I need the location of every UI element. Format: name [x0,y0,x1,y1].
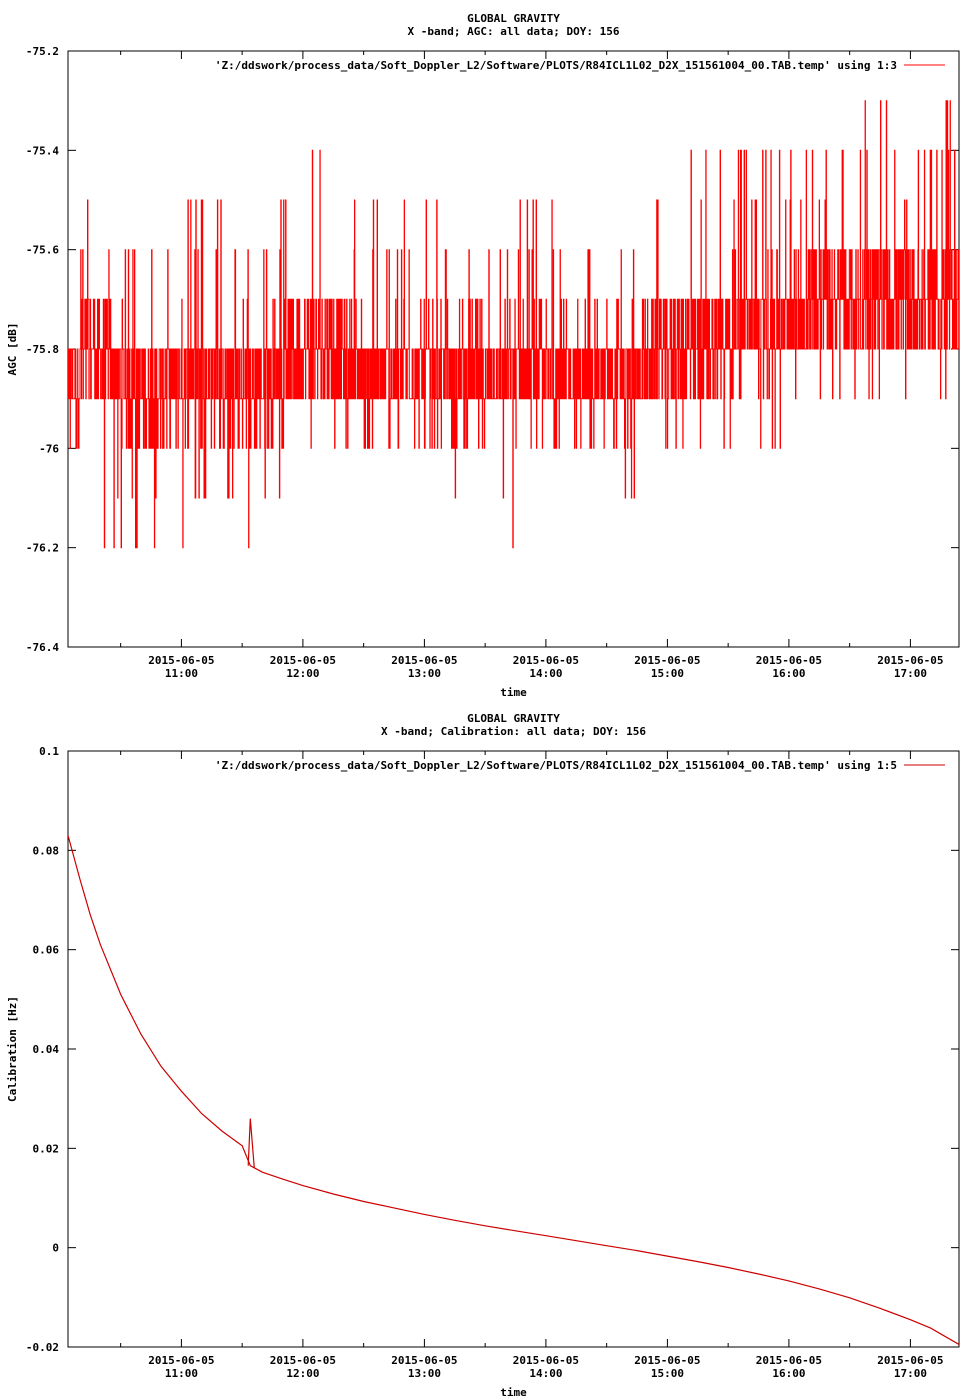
legend-label: 'Z:/ddswork/process_data/Soft_Doppler_L2… [215,759,897,772]
y-tick-label: 0.06 [33,944,60,957]
chart-title: GLOBAL GRAVITY [467,12,560,25]
y-axis-label: Calibration [Hz] [6,996,19,1102]
y-tick-label: 0.04 [33,1043,60,1056]
x-tick-date: 2015-06-05 [877,654,943,667]
plot-frame [67,750,960,1348]
y-tick-label: -76.4 [26,641,59,654]
x-tick-time: 13:00 [408,1367,441,1380]
x-axis-label: time [500,1386,527,1399]
x-tick-time: 11:00 [165,667,198,680]
x-tick-time: 14:00 [529,1367,562,1380]
x-tick-time: 16:00 [772,667,805,680]
agc-series-line [68,100,959,549]
x-tick-time: 12:00 [286,667,319,680]
x-tick-time: 11:00 [165,1367,198,1380]
x-tick-date: 2015-06-05 [513,654,579,667]
x-tick-time: 15:00 [651,667,684,680]
x-tick-date: 2015-06-05 [270,1354,336,1367]
x-axis-label: time [500,686,527,699]
y-tick-label: -76 [39,442,59,455]
y-tick-label: -75.6 [26,244,59,257]
plot-area [68,100,959,549]
y-tick-label: 0.02 [33,1142,60,1155]
calibration-spike [247,1118,255,1169]
y-tick-label: 0 [52,1242,59,1255]
x-tick-date: 2015-06-05 [148,1354,214,1367]
x-tick-date: 2015-06-05 [391,654,457,667]
x-tick-date: 2015-06-05 [148,654,214,667]
y-tick-label: 0.08 [33,844,60,857]
y-tick-label: -75.4 [26,144,59,157]
chart-title: GLOBAL GRAVITY [467,712,560,725]
x-tick-date: 2015-06-05 [634,1354,700,1367]
x-tick-time: 17:00 [894,1367,927,1380]
x-tick-date: 2015-06-05 [756,654,822,667]
x-tick-time: 16:00 [772,1367,805,1380]
y-tick-label: -0.02 [26,1341,59,1354]
x-tick-time: 14:00 [529,667,562,680]
y-axis-label: AGC [dB] [6,323,19,376]
x-tick-date: 2015-06-05 [391,1354,457,1367]
y-tick-label: -76.2 [26,542,59,555]
y-tick-label: -75.2 [26,45,59,58]
calibration-series-line [68,835,959,1346]
x-tick-time: 15:00 [651,1367,684,1380]
x-tick-date: 2015-06-05 [756,1354,822,1367]
x-tick-date: 2015-06-05 [513,1354,579,1367]
x-tick-time: 13:00 [408,667,441,680]
legend-label: 'Z:/ddswork/process_data/Soft_Doppler_L2… [215,59,897,72]
x-tick-time: 12:00 [286,1367,319,1380]
y-tick-label: -75.8 [26,343,59,356]
chart-subtitle: X -band; AGC: all data; DOY: 156 [408,25,620,38]
chart-subtitle: X -band; Calibration: all data; DOY: 156 [381,725,646,738]
y-tick-label: 0.1 [39,745,59,758]
x-tick-date: 2015-06-05 [877,1354,943,1367]
x-tick-date: 2015-06-05 [634,654,700,667]
x-tick-date: 2015-06-05 [270,654,336,667]
x-tick-time: 17:00 [894,667,927,680]
plot-area [68,835,959,1346]
